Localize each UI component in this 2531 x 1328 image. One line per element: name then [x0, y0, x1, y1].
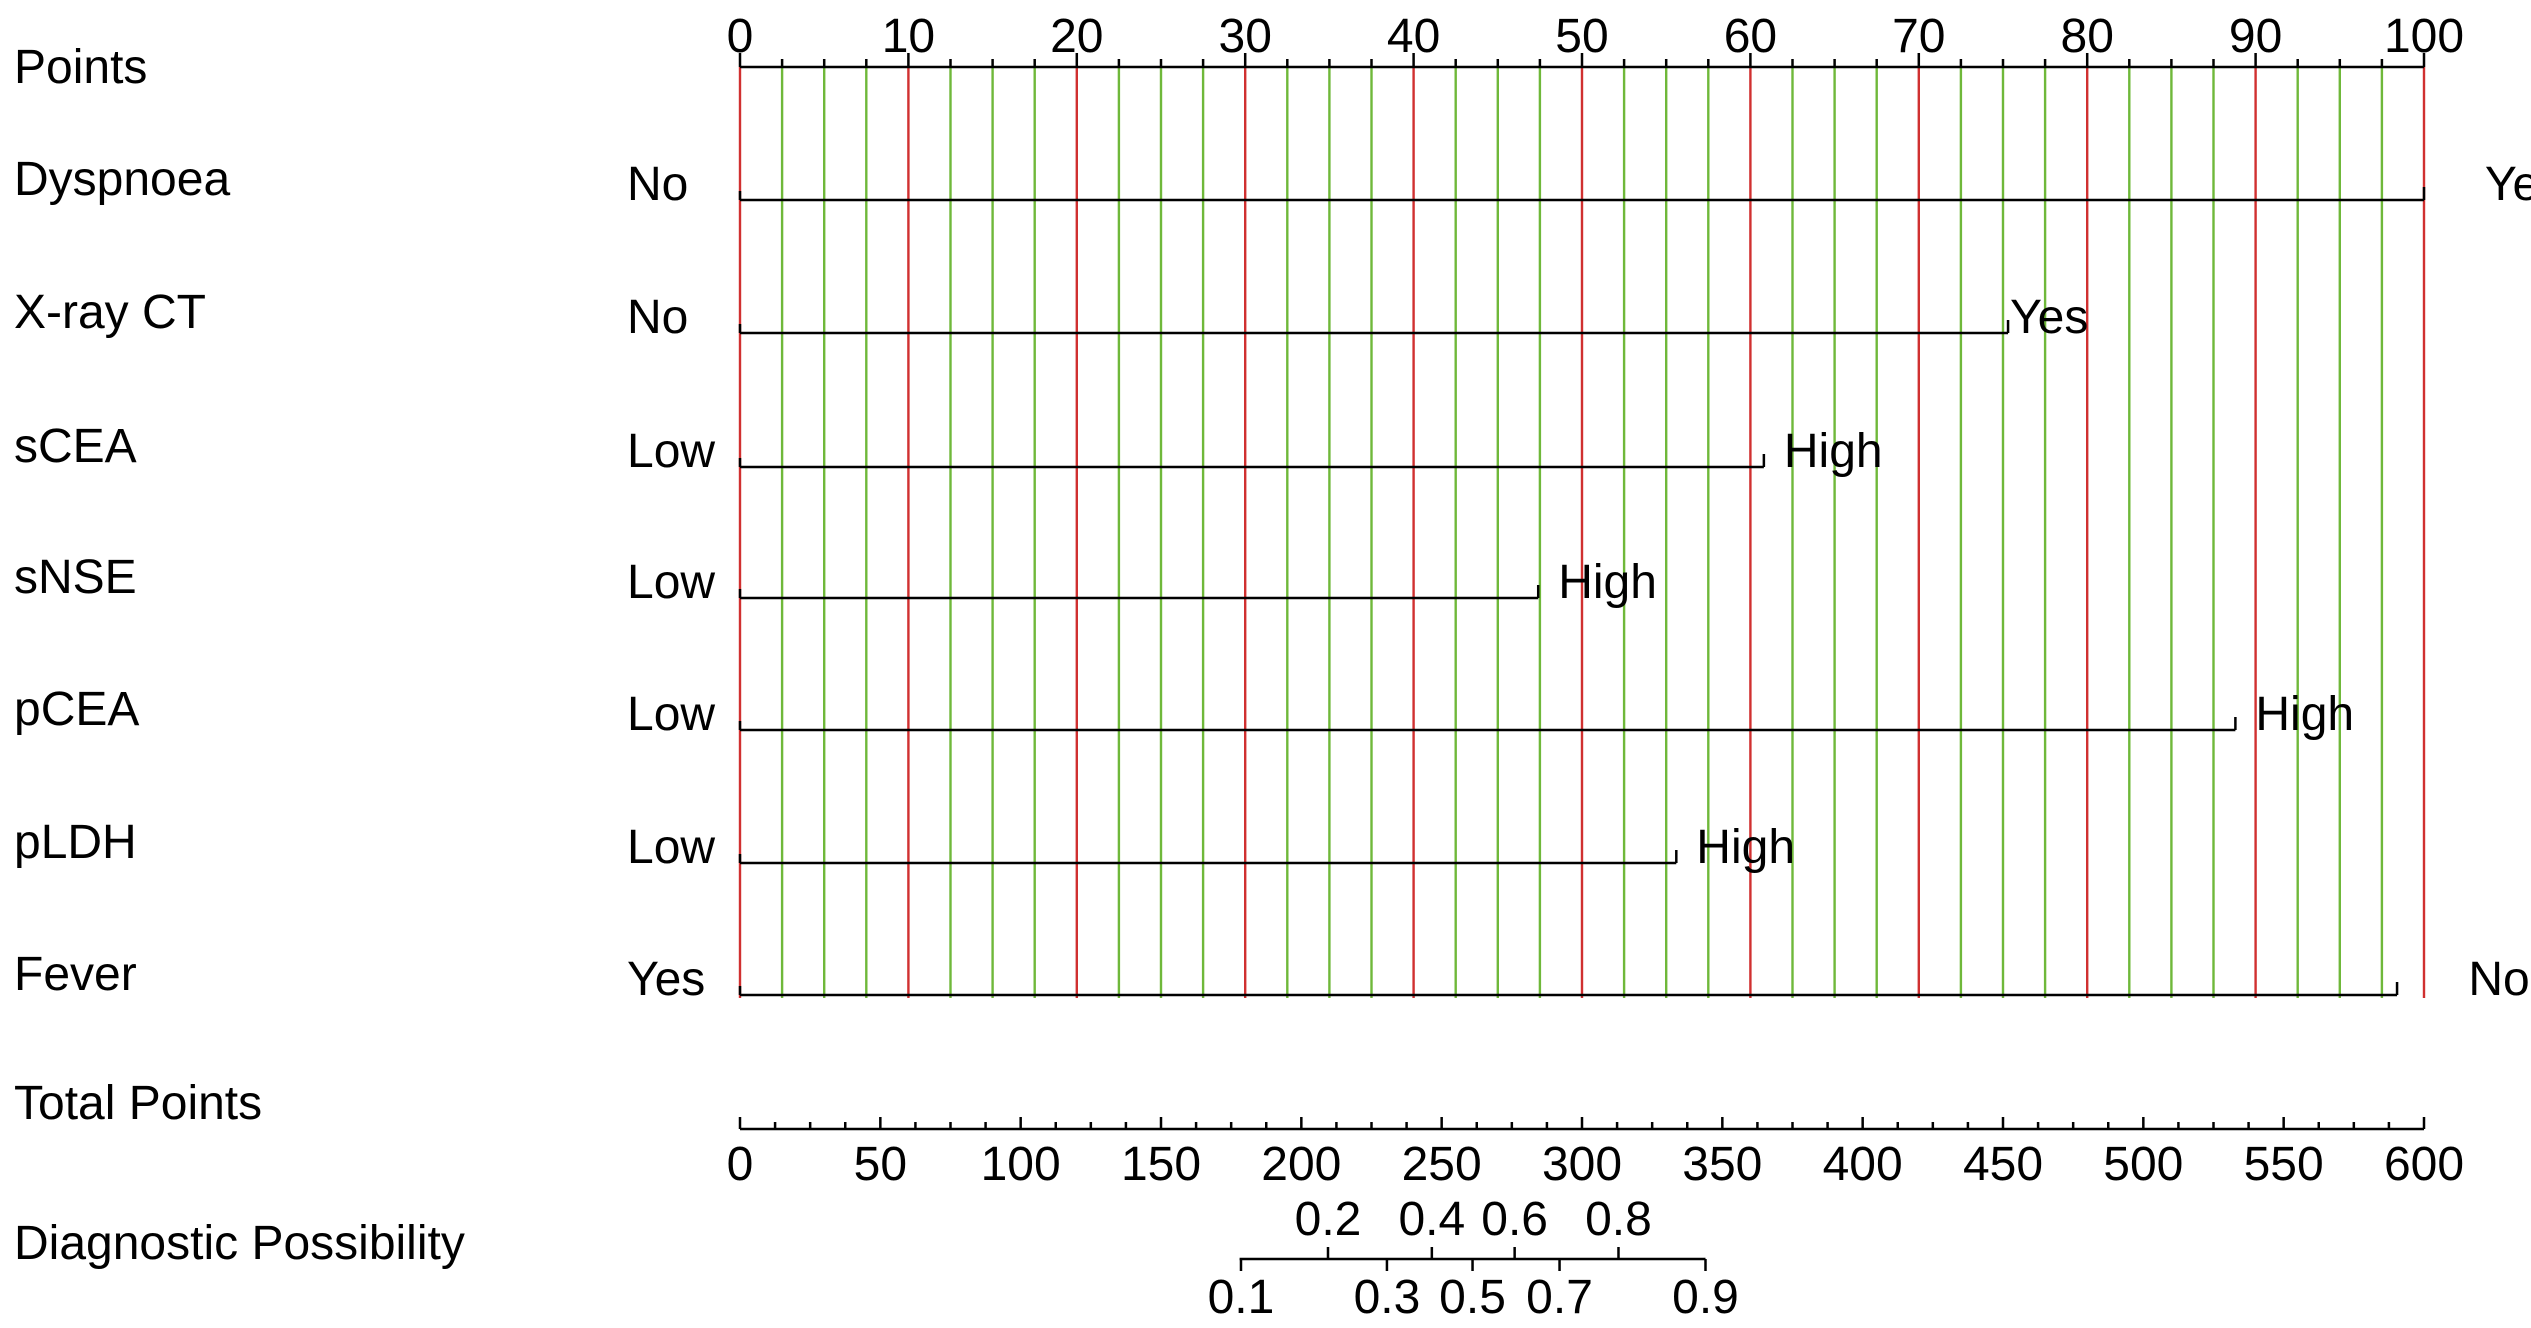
total-points-tick-label: 250 [1402, 1138, 1482, 1191]
variable-label: sNSE [14, 551, 137, 604]
points-axis-tick-label: 40 [1387, 10, 1440, 63]
total-points-tick-label: 400 [1823, 1138, 1903, 1191]
grid-lines [738, 67, 2426, 998]
variable-start-level: Low [627, 425, 715, 478]
variable-end-level: High [1558, 556, 1657, 609]
diagnostic-tick-label: 0.2 [1295, 1193, 1362, 1246]
total-points-tick-label: 100 [981, 1138, 1061, 1191]
diagnostic-tick-label: 0.6 [1481, 1193, 1548, 1246]
row-labels: Points 0 10 20 30 40 50 60 70 80 90 100 Dyspnoea No Ye… [14, 10, 2531, 1324]
variable-end-level: No [2468, 953, 2529, 1006]
total-points-tick-label: 300 [1542, 1138, 1622, 1191]
variable-start-level: Low [627, 688, 715, 741]
variable-start-level: Low [627, 556, 715, 609]
points-axis-tick-label: 60 [1724, 10, 1777, 63]
total-points-tick-label: 550 [2244, 1138, 2324, 1191]
total-points-tick-label: 200 [1261, 1138, 1341, 1191]
points-axis-label: Points [14, 41, 147, 94]
variable-label: Fever [14, 948, 137, 1001]
variable-end-level: High [1784, 425, 1883, 478]
diagnostic-tick-label: 0.7 [1526, 1271, 1593, 1324]
diagnostic-tick-label: 0.8 [1585, 1193, 1652, 1246]
total-points-tick-label: 450 [1963, 1138, 2043, 1191]
variable-label: pCEA [14, 683, 139, 736]
variable-label: pLDH [14, 816, 137, 869]
total-points-tick-label: 50 [854, 1138, 907, 1191]
variable-start-level: No [627, 291, 688, 344]
axes [738, 53, 2426, 1271]
total-points-axis-label: Total Points [14, 1077, 262, 1130]
variable-start-level: Yes [627, 953, 705, 1006]
variable-end-level: High [2255, 688, 2354, 741]
total-points-tick-label: 600 [2384, 1138, 2464, 1191]
total-points-tick-label: 350 [1682, 1138, 1762, 1191]
points-axis-tick-label: 90 [2229, 10, 2282, 63]
diagnostic-tick-label: 0.5 [1439, 1271, 1506, 1324]
total-points-tick-label: 0 [727, 1138, 754, 1191]
points-axis-tick-label: 10 [882, 10, 935, 63]
points-axis-tick-label: 0 [727, 10, 754, 63]
variable-start-level: Low [627, 821, 715, 874]
points-axis-tick-label: 80 [2061, 10, 2114, 63]
variable-label: X-ray CT [14, 286, 206, 339]
variable-label: sCEA [14, 420, 137, 473]
points-axis-tick-label: 100 [2384, 10, 2464, 63]
diagnostic-axis-label: Diagnostic Possibility [14, 1217, 465, 1270]
diagnostic-tick-label: 0.1 [1208, 1271, 1275, 1324]
variable-end-level: Yes [2485, 158, 2531, 211]
variable-start-level: No [627, 158, 688, 211]
points-axis-tick-label: 70 [1892, 10, 1945, 63]
total-points-tick-label: 150 [1121, 1138, 1201, 1191]
diagnostic-tick-label: 0.3 [1354, 1271, 1421, 1324]
points-axis-tick-label: 50 [1555, 10, 1608, 63]
variable-end-level: Yes [2010, 291, 2088, 344]
variable-end-level: High [1696, 821, 1795, 874]
diagnostic-tick-label: 0.4 [1398, 1193, 1465, 1246]
total-points-tick-label: 500 [2103, 1138, 2183, 1191]
points-axis-tick-label: 30 [1219, 10, 1272, 63]
diagnostic-tick-label: 0.9 [1672, 1271, 1739, 1324]
variable-label: Dyspnoea [14, 153, 230, 206]
points-axis-tick-label: 20 [1050, 10, 1103, 63]
